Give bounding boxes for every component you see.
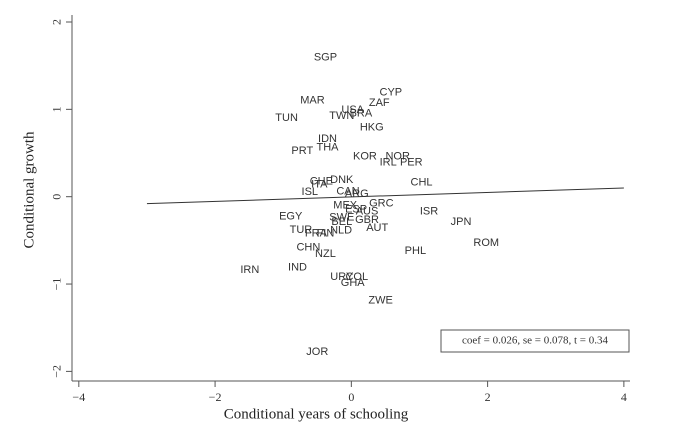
point-label: SGP [314,52,337,64]
point-label: NOR [385,150,410,162]
point-label: CYP [380,87,403,99]
point-label: PER [400,157,423,169]
point-label: GHA [341,277,366,289]
point-label: ZWE [368,295,392,307]
x-tick-label: 4 [621,390,627,404]
point-label: NZL [315,248,336,260]
point-label: SWE [329,212,354,224]
annotation: coef = 0.026, se = 0.078, t = 0.34 [462,335,609,347]
y-tick-label: 2 [50,19,64,25]
point-label: ISL [302,186,319,198]
point-label: IRN [240,264,259,276]
x-tick-label: −4 [72,390,85,404]
point-label: CHN [296,241,320,253]
point-label: BRA [350,108,373,120]
point-label: TUR [290,224,313,236]
y-tick-label: −2 [50,365,64,378]
point-label: GRC [369,198,394,210]
point-label: TWN [329,110,354,122]
point-label: DNK [330,174,354,186]
fit-line [146,187,624,205]
point-label: MEX [333,199,358,211]
point-label: ITA [311,178,328,190]
point-label: JOR [306,346,328,358]
point-label: IRL [380,157,397,169]
point-label: MAR [300,95,325,107]
point-label: COL [345,271,368,283]
point-label: NLD [330,225,352,237]
point-label: KOR [353,150,377,162]
point-label: FRA [305,227,328,239]
point-label: IND [288,261,307,273]
point-label: GBR [355,214,379,226]
y-axis-label: Conditional growth [21,131,37,249]
point-label: ESP [345,204,367,216]
point-label: JPN [451,216,472,228]
point-label: THA [316,142,339,154]
point-label: TUN [275,112,298,124]
point-label: PRT [291,145,313,157]
point-label: BEL [331,216,352,228]
point-label: AUS [356,205,379,217]
y-tick-label: 0 [50,194,64,200]
point-label: PHL [405,245,426,257]
x-tick-label: −2 [209,390,222,404]
point-label: AUT [366,222,388,234]
point-label: CHE [310,176,333,188]
x-tick-label: 0 [348,390,354,404]
point-label: ARG [345,188,369,200]
point-label: ROM [473,237,499,249]
y-tick-label: 1 [50,106,64,112]
x-axis-label: Conditional years of schooling [224,406,409,422]
point-label: URY [330,271,354,283]
y-tick-label: −1 [50,278,64,291]
point-label: CAN [336,185,359,197]
point-label: USA [341,104,364,116]
point-label: ZAF [369,97,390,109]
point-label: EGY [279,211,303,223]
point-label: FIN [317,227,335,239]
point-label: HKG [360,122,384,134]
annotation-box [440,329,630,353]
x-tick-label: 2 [485,390,491,404]
point-label: ISR [420,205,438,217]
point-label: IDN [318,133,337,145]
point-label: CHL [411,177,433,189]
